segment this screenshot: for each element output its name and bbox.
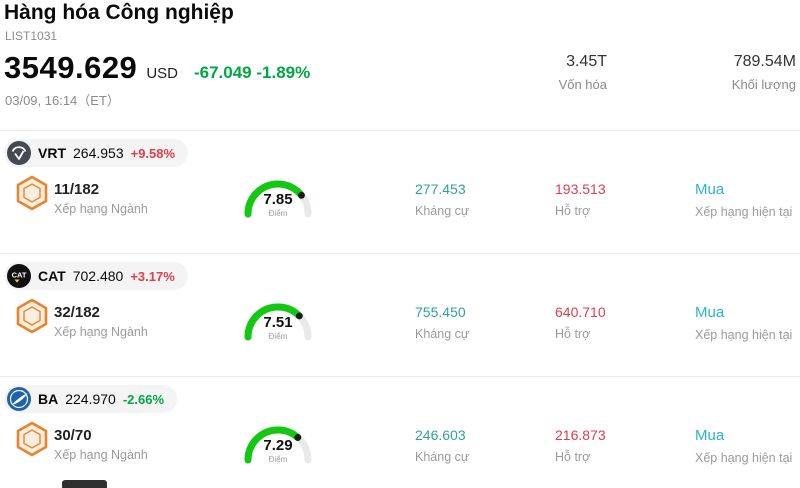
rating-col: Mua Xếp hạng hiện tại — [695, 427, 792, 465]
stock-chip-cat[interactable]: CAT CAT 702.480 +3.17% — [4, 262, 188, 290]
rating-value: Mua — [695, 304, 725, 321]
rating-col: Mua Xếp hạng hiện tại — [695, 304, 792, 342]
support-value: 216.873 — [555, 427, 606, 443]
stock-change: +3.17% — [130, 268, 175, 284]
stock-price: 264.953 — [73, 145, 124, 161]
rating-label: Xếp hạng hiện tại — [695, 451, 793, 465]
rating-value: Mua — [695, 427, 725, 444]
svg-text:CAT: CAT — [12, 271, 27, 280]
support-col: 193.513 Hỗ trợ — [555, 181, 606, 218]
support-col: 640.710 Hỗ trợ — [555, 304, 606, 341]
market-cap-label: Vốn hóa — [558, 77, 607, 92]
industry-rank-label: Xếp hạng Ngành — [54, 448, 148, 462]
score-gauge: 7.29 Điểm — [236, 416, 320, 472]
stock-row-vrt: VRT 264.953 +9.58% 11/182 Xếp hạng Ngành… — [0, 130, 800, 253]
stock-row-cat: CAT CAT 702.480 +3.17% 32/182 Xếp hạng N… — [0, 253, 800, 376]
quote-datetime: 03/09, 16:14（ET） — [5, 93, 120, 108]
score-value: 7.29 — [263, 437, 293, 454]
stock-change: +9.58% — [130, 145, 176, 161]
rating-value: Mua — [695, 181, 725, 198]
support-col: 216.873 Hỗ trợ — [555, 427, 606, 464]
resistance-label: Kháng cự — [415, 327, 470, 341]
gauge-marker-dot — [294, 434, 302, 441]
page-title: Hàng hóa Công nghiệp — [4, 1, 234, 24]
stock-row-ba: BA 224.970 -2.66% 30/70 Xếp hạng Ngành 7… — [0, 376, 800, 488]
industry-badge-icon — [13, 174, 51, 212]
score-gauge: 7.85 Điểm — [236, 170, 320, 226]
row-divider — [0, 376, 800, 377]
industry-rank-value: 30/70 — [54, 427, 92, 444]
score-value: 7.85 — [263, 191, 293, 208]
volume-label: Khối lượng — [731, 77, 796, 92]
score-gauge: 7.51 Điểm — [236, 293, 320, 349]
resistance-label: Kháng cự — [415, 204, 470, 218]
row-divider — [0, 130, 800, 131]
industry-badge-icon — [13, 297, 51, 335]
gauge-marker-dot — [298, 191, 305, 199]
industry-rank-value: 32/182 — [54, 304, 100, 321]
resistance-col: 755.450 Kháng cự — [415, 304, 469, 341]
score-label: Điểm — [268, 332, 288, 341]
list-id: LIST1031 — [5, 29, 58, 43]
market-cap-stat: 3.45T Vốn hóa — [559, 53, 607, 92]
stock-chip-vrt[interactable]: VRT 264.953 +9.58% — [4, 139, 189, 167]
rating-label: Xếp hạng hiện tại — [695, 205, 793, 219]
stock-price: 702.480 — [72, 268, 124, 284]
industry-badge-icon — [13, 420, 51, 458]
support-value: 640.710 — [555, 304, 606, 320]
resistance-label: Kháng cự — [415, 450, 470, 464]
vrt-logo-icon — [7, 141, 31, 165]
gauge-marker-dot — [295, 312, 303, 320]
rating-label: Xếp hạng hiện tại — [695, 328, 793, 342]
market-cap-value: 3.45T — [566, 53, 607, 70]
stock-chip-ba[interactable]: BA 224.970 -2.66% — [4, 385, 178, 413]
score-value: 7.51 — [263, 314, 293, 331]
stock-symbol: VRT — [38, 145, 66, 161]
industry-rank-value: 11/182 — [54, 181, 100, 198]
score-label: Điểm — [268, 455, 288, 464]
index-change: -67.049 -1.89% — [193, 63, 311, 82]
cutoff-element — [62, 480, 107, 488]
currency-label: USD — [146, 65, 178, 82]
support-label: Hỗ trợ — [555, 204, 591, 218]
volume-stat: 789.54M Khối lượng — [732, 53, 796, 92]
resistance-col: 246.603 Kháng cự — [415, 427, 469, 464]
resistance-value: 755.450 — [415, 304, 466, 320]
rating-col: Mua Xếp hạng hiện tại — [695, 181, 792, 219]
row-divider — [0, 253, 800, 254]
cat-logo-icon: CAT — [7, 264, 31, 288]
industry-rank-label: Xếp hạng Ngành — [54, 202, 148, 216]
support-label: Hỗ trợ — [555, 327, 591, 341]
stock-symbol: CAT — [38, 268, 66, 284]
industry-rank-label: Xếp hạng Ngành — [54, 325, 148, 339]
price-row: 3549.629 USD -67.049 -1.89% — [4, 50, 310, 86]
resistance-col: 277.453 Kháng cự — [415, 181, 469, 218]
volume-value: 789.54M — [733, 53, 796, 70]
stock-symbol: BA — [38, 391, 59, 407]
score-label: Điểm — [268, 209, 288, 218]
stock-change: -2.66% — [122, 391, 165, 407]
ba-logo-icon — [7, 387, 31, 411]
resistance-value: 246.603 — [415, 427, 466, 443]
stock-price: 224.970 — [65, 391, 116, 407]
support-label: Hỗ trợ — [555, 450, 591, 464]
index-price: 3549.629 — [4, 50, 138, 85]
resistance-value: 277.453 — [415, 181, 466, 197]
support-value: 193.513 — [555, 181, 606, 197]
